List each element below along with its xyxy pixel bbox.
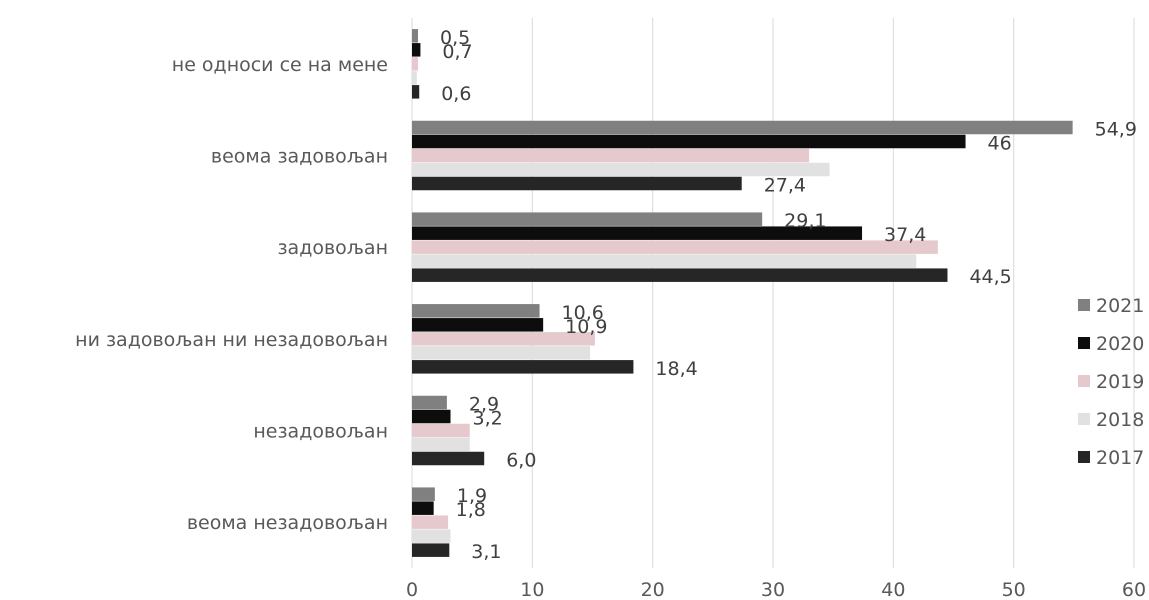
data-label: 3,2 xyxy=(473,408,503,430)
bar-2017 xyxy=(412,360,634,374)
bar-2021 xyxy=(412,304,540,318)
data-label: 1,9 xyxy=(457,485,487,507)
bar-2020 xyxy=(412,134,966,149)
data-label: 18,4 xyxy=(655,358,697,380)
bar-2018 xyxy=(412,529,451,543)
data-label: 46 xyxy=(988,133,1012,155)
bar-2021 xyxy=(412,487,435,501)
bar-2020 xyxy=(412,409,451,424)
x-tick-label: 0 xyxy=(406,579,418,600)
x-tick-label: 60 xyxy=(1122,579,1146,600)
bar-2018 xyxy=(412,254,917,268)
bar-2017 xyxy=(412,85,420,99)
gridlines xyxy=(411,18,1135,568)
bar-2017 xyxy=(412,543,450,557)
bar-2020 xyxy=(412,226,863,240)
category-label: ни задовољан ни незадовољан xyxy=(75,329,388,351)
data-label: 6,0 xyxy=(506,450,536,472)
bar-2021 xyxy=(412,395,447,410)
legend-swatch-2020 xyxy=(1078,337,1090,349)
data-label: 2,9 xyxy=(469,394,499,416)
category-label: задовољан xyxy=(277,237,388,259)
category-label: не односи се на мене xyxy=(172,54,388,76)
bar-2019 xyxy=(412,240,938,254)
bar-2018 xyxy=(412,162,830,177)
bar-2017 xyxy=(412,176,742,191)
legend-label: 2021 xyxy=(1096,295,1144,317)
data-label: 10,6 xyxy=(562,302,604,324)
bar-2019 xyxy=(412,57,419,71)
bar-2019 xyxy=(412,515,449,529)
bar-2017 xyxy=(412,451,485,466)
bar-2018 xyxy=(412,437,470,452)
bar-2019 xyxy=(412,423,470,438)
legend-label: 2018 xyxy=(1096,409,1144,431)
data-label: 0,6 xyxy=(441,83,471,105)
category-label: незадовољан xyxy=(253,421,388,443)
category-label: веома задовољан xyxy=(211,146,388,168)
x-tick-label: 10 xyxy=(520,579,544,600)
legend-swatch-2019 xyxy=(1078,375,1090,387)
data-label: 0,5 xyxy=(440,27,470,49)
x-tick-label: 50 xyxy=(1002,579,1026,600)
x-tick-label: 40 xyxy=(881,579,905,600)
data-label: 44,5 xyxy=(969,266,1011,288)
legend-label: 2019 xyxy=(1096,371,1144,393)
legend-label: 2020 xyxy=(1096,333,1144,355)
legend-swatch-2021 xyxy=(1078,299,1090,311)
bar-2020 xyxy=(412,43,421,57)
data-label: 0,7 xyxy=(442,41,472,63)
data-label: 54,9 xyxy=(1095,119,1137,141)
bars xyxy=(412,29,1073,557)
category-labels: не односи се на мене веома задовољан задов… xyxy=(75,54,388,534)
bar-2021 xyxy=(412,29,419,43)
data-label: 37,4 xyxy=(884,224,926,246)
x-tick-label: 20 xyxy=(641,579,665,600)
data-label: 27,4 xyxy=(764,175,806,197)
bar-2018 xyxy=(412,346,591,360)
legend-swatch-2018 xyxy=(1078,413,1090,425)
category-label: веома незадовољан xyxy=(187,512,388,534)
bar-2019 xyxy=(412,148,810,163)
data-label: 10,9 xyxy=(565,316,607,338)
bar-2019 xyxy=(412,332,595,346)
bar-2021 xyxy=(412,120,1073,135)
bar-2020 xyxy=(412,318,544,332)
bar-2017 xyxy=(412,268,948,282)
x-axis-ticks: 0 10 20 30 40 50 60 xyxy=(406,579,1146,600)
legend-swatch-2017 xyxy=(1078,451,1090,463)
legend: 2021 2020 2019 2018 2017 xyxy=(1078,295,1144,469)
data-label: 3,1 xyxy=(471,541,501,563)
bar-2018 xyxy=(412,71,417,85)
bar-2021 xyxy=(412,212,763,226)
data-labels: 0,50,7 0,6 54,9 46 27,4 29,1 37,4 44,5 10,610,9 1… xyxy=(440,27,1137,563)
data-label: 1,8 xyxy=(456,499,486,521)
x-tick-label: 30 xyxy=(761,579,785,600)
legend-label: 2017 xyxy=(1096,447,1144,469)
data-label: 29,1 xyxy=(784,210,826,232)
bar-2020 xyxy=(412,501,434,515)
